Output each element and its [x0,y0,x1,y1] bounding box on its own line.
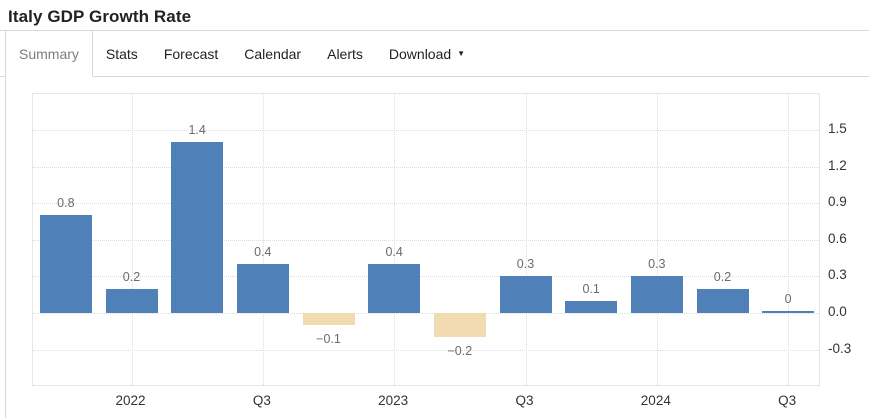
h-gridline [33,166,819,168]
tab-bar: Summary Stats Forecast Calendar Alerts D… [0,31,869,77]
tab-stats-label: Stats [105,45,138,62]
chart-bar[interactable] [39,215,92,313]
chart-bar[interactable] [565,300,618,313]
bar-value-label: 1.4 [188,123,206,138]
x-axis-tick-label: Q3 [778,393,797,408]
bar-value-label: 0.2 [713,269,732,284]
h-gridline [33,349,819,351]
v-gridline [525,94,527,385]
tab-alerts-label: Alerts [327,45,363,62]
chart-bar[interactable] [433,313,486,338]
bar-value-label: 0.3 [648,257,666,272]
bar-value-label: 0 [784,292,792,306]
chart-bar[interactable] [302,313,355,326]
tab-forecast-label: Forecast [163,45,219,62]
chart-bar[interactable] [368,264,421,313]
bar-value-label: 0.3 [516,257,535,272]
bar-value-label: 0.1 [582,281,600,296]
h-gridline [33,130,819,131]
plot-area: 0.8 0.2 1.4 0.4 −0.1 0.4 −0.2 0.3 0.1 0.3 0.2 0 [32,93,820,386]
y-axis-tick-label: 1.2 [828,157,847,173]
chart-bar[interactable] [105,288,158,313]
page-header: Italy GDP Growth Rate [0,0,869,31]
bar-value-label: 0.4 [385,245,403,260]
x-axis-tick-label: 2023 [378,393,409,408]
bar-value-label: 0.8 [57,196,75,211]
y-axis-tick-label: 0.0 [828,304,847,319]
tab-alerts[interactable]: Alerts [314,31,376,76]
bar-value-label: 0.4 [254,245,272,260]
chart-bar[interactable] [499,276,552,313]
v-gridline [656,94,658,385]
v-gridline [262,94,264,385]
h-gridline [33,239,819,241]
tab-summary-label: Summary [19,45,79,62]
y-axis-tick-label: 0.6 [828,230,847,246]
tab-summary[interactable]: Summary [5,31,93,77]
x-axis-tick-label: Q3 [252,393,271,408]
v-gridline [788,94,790,385]
tab-forecast[interactable]: Forecast [151,31,231,76]
tab-stats[interactable]: Stats [93,31,151,76]
x-axis-tick-label: 2022 [115,393,146,408]
bar-value-label: 0.2 [122,269,141,284]
chart-bar[interactable] [236,264,289,313]
v-gridline [131,94,133,385]
tab-download[interactable]: Download ▼ [376,31,478,76]
bar-value-label: −0.1 [316,332,341,347]
h-gridline [33,276,819,278]
tab-calendar-label: Calendar [244,45,302,62]
chart-bar[interactable] [762,311,815,313]
y-axis-tick-label: 1.5 [828,121,847,136]
x-axis-tick-label: 2024 [640,393,671,408]
chart-bar[interactable] [630,276,683,313]
v-gridline [394,94,396,385]
bar-value-label: −0.2 [447,344,473,359]
x-axis-tick-label: Q3 [515,393,534,408]
y-axis-tick-label: 0.3 [828,267,847,283]
y-axis-tick-label: 0.9 [828,194,847,210]
chart-panel: 0.8 0.2 1.4 0.4 −0.1 0.4 −0.2 0.3 0.1 0.3 0.2 0 202… [5,77,869,418]
h-gridline [33,313,819,314]
page-title: Italy GDP Growth Rate [8,7,192,26]
tab-download-label: Download [388,45,452,62]
chart-bar[interactable] [171,142,224,313]
h-gridline [33,203,819,205]
chevron-down-icon: ▼ [457,48,466,58]
chart-bar[interactable] [696,288,749,313]
tab-calendar[interactable]: Calendar [231,31,314,76]
y-axis-tick-label: -0.3 [828,340,852,356]
